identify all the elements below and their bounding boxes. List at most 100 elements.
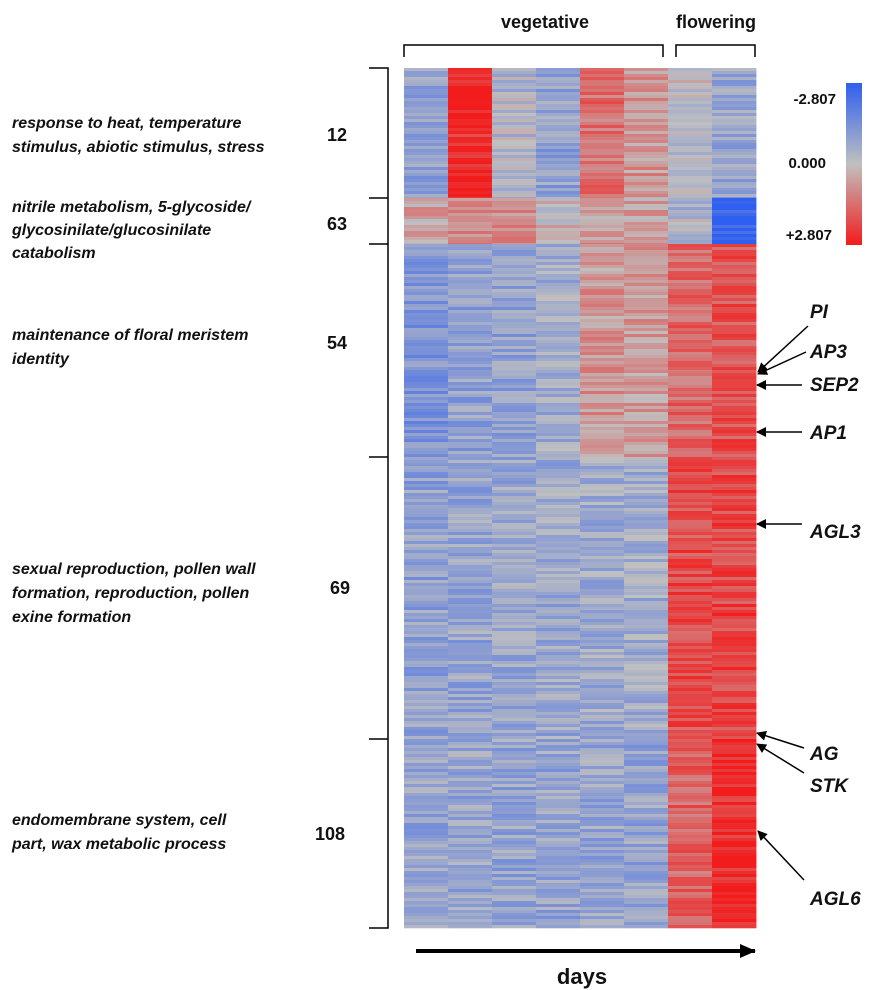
heatmap-cell-cluster4-row41-col3: [492, 580, 537, 584]
heatmap-cell-cluster1-row5-col2: [448, 83, 493, 87]
heatmap-cell-cluster1-row25-col5: [580, 143, 625, 147]
heatmap-cell-cluster3-row65-col5: [580, 439, 625, 443]
heatmap-cell-cluster4-row64-col4: [536, 649, 581, 653]
heatmap-cell-cluster5-row35-col1: [404, 844, 449, 848]
heatmap-cell-cluster4-row66-col8: [712, 655, 757, 659]
heatmap-cell-cluster4-row90-col2: [448, 727, 493, 731]
heatmap-cell-cluster5-row53-col4: [536, 898, 581, 902]
heatmap-cell-cluster4-row71-col5: [580, 670, 625, 674]
heatmap-cell-cluster4-row14-col6: [624, 499, 669, 503]
heatmap-cell-cluster3-row16-col1: [404, 292, 449, 296]
heatmap-cell-cluster4-row34-col7: [668, 559, 713, 563]
heatmap-cell-cluster5-row9-col8: [712, 766, 757, 770]
heatmap-cell-cluster2-row2-col3: [492, 204, 537, 208]
heatmap-cell-cluster5-row23-col5: [580, 808, 625, 812]
heatmap-cell-cluster5-row41-col5: [580, 862, 625, 866]
heatmap-cell-cluster4-row50-col7: [668, 607, 713, 611]
heatmap-cell-cluster5-row17-col2: [448, 790, 493, 794]
heatmap-cell-cluster5-row49-col1: [404, 886, 449, 890]
heatmap-cell-cluster5-row6-col8: [712, 757, 757, 761]
heatmap-cell-cluster3-row18-col3: [492, 298, 537, 302]
heatmap-cell-cluster3-row68-col7: [668, 448, 713, 452]
heatmap-cell-cluster4-row6-col4: [536, 475, 581, 479]
heatmap-cell-cluster3-row11-col7: [668, 277, 713, 281]
heatmap-cell-cluster3-row58-col1: [404, 418, 449, 422]
heatmap-cell-cluster1-row36-col3: [492, 176, 537, 180]
heatmap-cell-cluster5-row55-col1: [404, 904, 449, 908]
heatmap-cell-cluster3-row50-col3: [492, 394, 537, 398]
heatmap-cell-cluster5-row11-col8: [712, 772, 757, 776]
heatmap-cell-cluster4-row57-col6: [624, 628, 669, 632]
heatmap-cell-cluster5-row17-col5: [580, 790, 625, 794]
heatmap-cell-cluster5-row15-col3: [492, 784, 537, 788]
heatmap-cell-cluster5-row55-col2: [448, 904, 493, 908]
group-label-vegetative: vegetative: [501, 12, 589, 32]
heatmap-cell-cluster4-row75-col5: [580, 682, 625, 686]
heatmap-cell-cluster4-row40-col2: [448, 577, 493, 581]
heatmap-cell-cluster1-row19-col8: [712, 125, 757, 129]
heatmap-cell-cluster3-row64-col7: [668, 436, 713, 440]
heatmap-cell-cluster4-row56-col5: [580, 625, 625, 629]
heatmap-cell-cluster4-row32-col5: [580, 553, 625, 557]
heatmap-cell-cluster4-row59-col2: [448, 634, 493, 638]
heatmap-cell-cluster4-row84-col4: [536, 709, 581, 713]
heatmap-cell-cluster3-row7-col7: [668, 265, 713, 269]
heatmap-cell-cluster1-row9-col2: [448, 95, 493, 99]
heatmap-cell-cluster3-row4-col1: [404, 256, 449, 260]
heatmap-cell-cluster3-row70-col7: [668, 454, 713, 458]
heatmap-cell-cluster2-row3-col7: [668, 207, 713, 211]
heatmap-cell-cluster1-row12-col5: [580, 104, 625, 108]
heatmap-cell-cluster2-row1-col8: [712, 201, 757, 205]
heatmap-cell-cluster1-row31-col1: [404, 161, 449, 165]
cluster-1: response to heat, temperature stimulus, …: [12, 115, 347, 156]
heatmap-cell-cluster3-row13-col2: [448, 283, 493, 287]
heatmap-cell-cluster5-row57-col8: [712, 910, 757, 914]
heatmap-cell-cluster4-row82-col1: [404, 703, 449, 707]
heatmap-cell-cluster1-row23-col4: [536, 137, 581, 141]
heatmap-cell-cluster4-row25-col5: [580, 532, 625, 536]
heatmap-cell-cluster5-row59-col2: [448, 916, 493, 920]
heatmap-cell-cluster5-row29-col1: [404, 826, 449, 830]
heatmap-cell-cluster1-row20-col4: [536, 128, 581, 132]
heatmap-cell-cluster3-row0-col3: [492, 244, 537, 248]
heatmap-cell-cluster5-row11-col1: [404, 772, 449, 776]
heatmap-cell-cluster4-row34-col4: [536, 559, 581, 563]
heatmap-cell-cluster4-row33-col5: [580, 556, 625, 560]
heatmap-cell-cluster1-row36-col5: [580, 176, 625, 180]
heatmap-cell-cluster4-row30-col4: [536, 547, 581, 551]
heatmap-cell-cluster4-row29-col5: [580, 544, 625, 548]
heatmap-cell-cluster1-row30-col6: [624, 158, 669, 162]
heatmap-cell-cluster2-row7-col1: [404, 219, 449, 223]
heatmap-cell-cluster5-row60-col2: [448, 919, 493, 923]
heatmap-cell-cluster3-row64-col5: [580, 436, 625, 440]
heatmap-cell-cluster2-row15-col8: [712, 243, 757, 245]
heatmap-cell-cluster3-row35-col5: [580, 349, 625, 353]
heatmap-cell-cluster3-row56-col7: [668, 412, 713, 416]
heatmap-cell-cluster3-row66-col6: [624, 442, 669, 446]
heatmap-cell-cluster4-row62-col7: [668, 643, 713, 647]
heatmap-cell-cluster4-row1-col2: [448, 460, 493, 464]
heatmap-cell-cluster3-row17-col6: [624, 295, 669, 299]
heatmap-cell-cluster1-row18-col3: [492, 122, 537, 126]
heatmap-cell-cluster4-row85-col8: [712, 712, 757, 716]
heatmap-cell-cluster1-row14-col3: [492, 110, 537, 114]
heatmap-cell-cluster1-row18-col7: [668, 122, 713, 126]
heatmap-cell-cluster4-row26-col4: [536, 535, 581, 539]
heatmap-cell-cluster2-row5-col5: [580, 213, 625, 217]
heatmap-cell-cluster3-row69-col7: [668, 451, 713, 455]
heatmap-cell-cluster3-row43-col2: [448, 373, 493, 377]
heatmap-cell-cluster4-row51-col8: [712, 610, 757, 614]
heatmap-cell-cluster3-row33-col5: [580, 343, 625, 347]
heatmap-cell-cluster4-row89-col8: [712, 724, 757, 728]
heatmap-cell-cluster1-row22-col2: [448, 134, 493, 138]
heatmap-cell-cluster4-row60-col3: [492, 637, 537, 641]
heatmap-cell-cluster1-row30-col8: [712, 158, 757, 162]
heatmap-cell-cluster5-row20-col4: [536, 799, 581, 803]
heatmap-cell-cluster4-row25-col2: [448, 532, 493, 536]
heatmap-cell-cluster3-row29-col8: [712, 331, 757, 335]
heatmap-cell-cluster1-row15-col4: [536, 113, 581, 117]
heatmap-cell-cluster4-row69-col6: [624, 664, 669, 668]
heatmap-cell-cluster5-row7-col6: [624, 760, 669, 764]
heatmap-cell-cluster4-row70-col1: [404, 667, 449, 671]
heatmap-cell-cluster2-row12-col7: [668, 234, 713, 238]
